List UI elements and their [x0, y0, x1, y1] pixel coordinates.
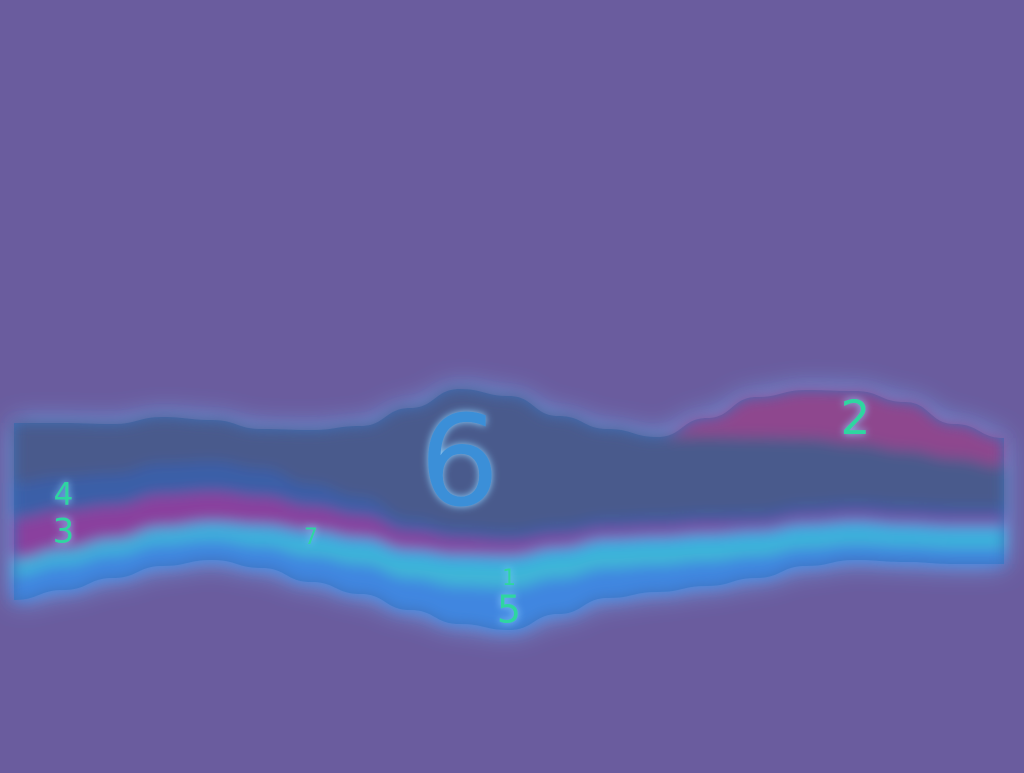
- stream-layer-3: [14, 492, 1004, 559]
- stream-labels: 51 7 34 6 2: [53, 387, 871, 631]
- series-label-1: 1: [502, 566, 516, 591]
- stream-layer-1: [14, 530, 1004, 588]
- stream-layer-4: [14, 462, 1004, 542]
- stream-layer-6: [14, 389, 1004, 532]
- series-label-4: 4: [54, 477, 74, 513]
- series-label-2: 2: [841, 391, 871, 446]
- series-label-6: 6: [419, 387, 499, 534]
- stream-layer-5: [14, 540, 1004, 630]
- stream-layer-2: [14, 389, 1004, 466]
- series-label-5: 5: [497, 588, 521, 632]
- stream-layer-7: [14, 521, 1004, 566]
- series-label-3: 3: [53, 511, 75, 551]
- stream-layers: [14, 389, 1004, 630]
- series-label-7: 7: [304, 525, 318, 550]
